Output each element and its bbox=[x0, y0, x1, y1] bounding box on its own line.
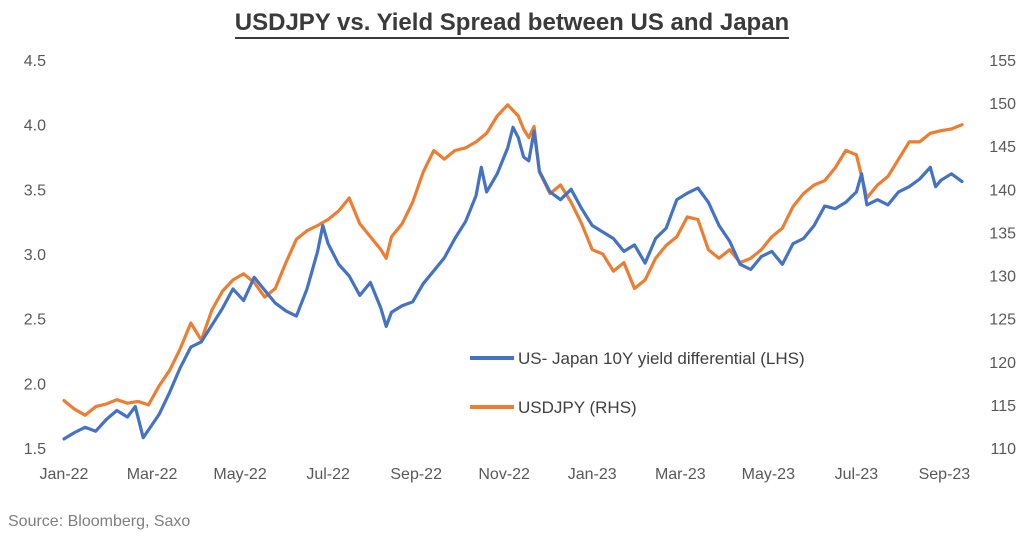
right-axis-tick-label: 110 bbox=[990, 441, 1016, 458]
x-axis-tick-label: May-22 bbox=[213, 466, 266, 483]
x-axis-tick-label: Sep-22 bbox=[390, 466, 442, 483]
chart-title: USDJPY vs. Yield Spread between US and J… bbox=[0, 9, 1024, 39]
right-axis-tick-label: 155 bbox=[989, 53, 1016, 70]
left-axis-tick-label: 3.5 bbox=[24, 182, 46, 199]
x-axis-tick-label: Jul-22 bbox=[306, 466, 350, 483]
left-axis-tick-label: 2.5 bbox=[24, 312, 46, 329]
x-axis-tick-label: Jan-22 bbox=[40, 466, 89, 483]
series-layer bbox=[62, 103, 964, 441]
legend-label-usdjpy: USDJPY (RHS) bbox=[518, 398, 637, 417]
right-axis-tick-label: 115 bbox=[990, 398, 1016, 415]
source-note: Source: Bloomberg, Saxo bbox=[8, 513, 191, 530]
x-axis-tick-label: Sep-23 bbox=[919, 466, 971, 483]
left-axis-tick-label: 2.0 bbox=[24, 376, 46, 393]
right-axis-tick-label: 150 bbox=[989, 96, 1016, 113]
x-axis-tick-label: Mar-23 bbox=[655, 466, 706, 483]
right-axis-tick-label: 140 bbox=[989, 182, 1016, 199]
right-axis-tick-label: 135 bbox=[989, 225, 1016, 242]
x-axis-tick-label: Jan-23 bbox=[568, 466, 617, 483]
x-axis-tick-label: May-23 bbox=[742, 466, 795, 483]
right-axis-tick-label: 145 bbox=[989, 139, 1016, 156]
left-axis-tick-label: 4.5 bbox=[24, 53, 46, 70]
yield-differential-line bbox=[62, 125, 964, 441]
left-axis-tick-label: 1.5 bbox=[24, 441, 46, 458]
x-axis-tick-label: Mar-22 bbox=[127, 466, 178, 483]
right-axis-tick-label: 125 bbox=[989, 312, 1016, 329]
left-axis-ticks: 1.5 2.0 2.5 3.0 3.5 4.0 4.5 bbox=[24, 53, 46, 458]
x-axis-ticks: Jan-22 Mar-22 May-22 Jul-22 Sep-22 Nov-22 Jan-… bbox=[40, 466, 971, 483]
left-axis-tick-label: 3.0 bbox=[24, 247, 46, 264]
right-axis-tick-label: 130 bbox=[989, 269, 1016, 286]
legend: US- Japan 10Y yield differential (LHS) US… bbox=[470, 349, 805, 417]
usdjpy-line bbox=[62, 103, 964, 417]
x-axis-tick-label: Jul-23 bbox=[835, 466, 879, 483]
right-axis-tick-label: 120 bbox=[989, 355, 1016, 372]
right-axis-ticks: 110 115 120 125 130 135 140 145 150 155 bbox=[989, 53, 1016, 458]
x-axis-tick-label: Nov-22 bbox=[478, 466, 530, 483]
left-axis-tick-label: 4.0 bbox=[24, 118, 46, 135]
legend-label-yield-differential: US- Japan 10Y yield differential (LHS) bbox=[518, 349, 805, 368]
